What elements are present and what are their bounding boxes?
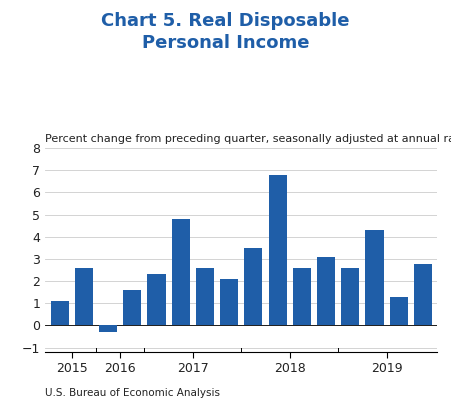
Bar xyxy=(51,301,69,325)
Bar xyxy=(244,248,262,325)
Bar xyxy=(147,274,166,325)
Bar xyxy=(75,268,93,325)
Text: Chart 5. Real Disposable
Personal Income: Chart 5. Real Disposable Personal Income xyxy=(101,12,350,52)
Bar xyxy=(341,268,359,325)
Bar xyxy=(99,325,117,332)
Bar xyxy=(390,296,408,325)
Text: Percent change from preceding quarter, seasonally adjusted at annual rates: Percent change from preceding quarter, s… xyxy=(45,134,451,144)
Bar xyxy=(414,264,432,325)
Bar xyxy=(268,175,287,325)
Bar xyxy=(123,290,141,325)
Bar xyxy=(196,268,214,325)
Bar xyxy=(220,279,238,325)
Bar xyxy=(317,257,335,325)
Bar xyxy=(293,268,311,325)
Text: U.S. Bureau of Economic Analysis: U.S. Bureau of Economic Analysis xyxy=(45,388,220,398)
Bar xyxy=(172,219,190,325)
Bar xyxy=(365,230,384,325)
